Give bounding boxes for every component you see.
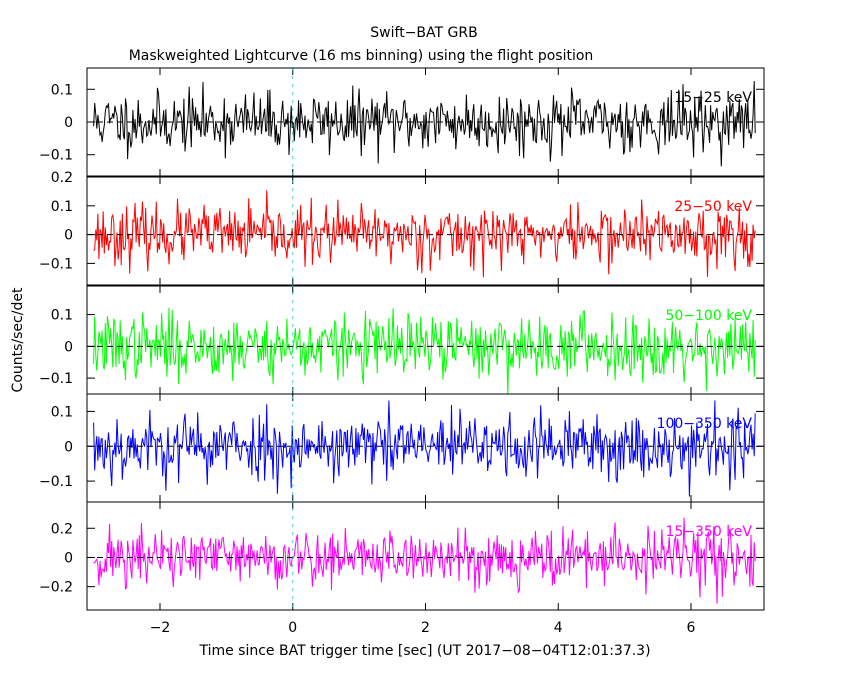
band-label-1: 15−25 keV xyxy=(674,90,752,106)
x-tick-label-0: −2 xyxy=(150,620,171,636)
band-label-2: 25−50 keV xyxy=(674,199,752,215)
series-line-4 xyxy=(93,400,756,497)
y-tick-label-4-2: −0.1 xyxy=(39,474,73,490)
series-line-3 xyxy=(93,307,756,394)
chart-title: Swift−BAT GRB xyxy=(370,25,477,41)
y-tick-label-1-0: 0.1 xyxy=(51,82,73,98)
y-tick-label-2-3: −0.1 xyxy=(39,256,73,272)
y-tick-label-3-1: 0 xyxy=(64,339,73,355)
panel-3: 0.1 0 −0.1 50−100 keV xyxy=(39,285,765,395)
band-label-3: 50−100 keV xyxy=(665,308,752,324)
series-line-2 xyxy=(93,190,756,278)
y-tick-label-4-1: 0 xyxy=(64,439,73,455)
series-line-1 xyxy=(93,80,756,167)
x-ticks-group: −2 0 2 4 6 xyxy=(150,68,696,636)
panel-1: 0.1 0 −0.1 15−25 keV xyxy=(39,67,765,177)
panel-2: 0.2 0.1 0 −0.1 25−50 keV xyxy=(39,170,765,286)
y-tick-label-2-0: 0.2 xyxy=(51,170,73,186)
band-label-5: 15−350 keV xyxy=(665,524,752,540)
y-tick-label-1-1: 0 xyxy=(64,115,73,131)
y-tick-label-5-2: −0.2 xyxy=(39,580,73,596)
panel-5: 0.2 0 −0.2 15−350 keV xyxy=(39,501,765,611)
y-tick-label-3-0: 0.1 xyxy=(51,308,73,324)
y-tick-label-2-1: 0.1 xyxy=(51,199,73,215)
y-tick-label-5-0: 0.2 xyxy=(51,521,73,537)
x-tick-label-4: 6 xyxy=(687,620,696,636)
y-tick-label-5-1: 0 xyxy=(64,550,73,566)
panels-group: 0.1 0 −0.1 15−25 keV 0.2 0.1 0 −0.1 25−50 keV 0.1… xyxy=(39,67,765,611)
y-tick-label-1-2: −0.1 xyxy=(39,148,73,164)
chart-subtitle: Maskweighted Lightcurve (16 ms binning) … xyxy=(129,48,594,64)
x-tick-label-3: 4 xyxy=(554,620,563,636)
y-axis-label: Counts/sec/det xyxy=(10,287,26,392)
x-tick-label-1: 0 xyxy=(288,620,297,636)
x-axis-label: Time since BAT trigger time [sec] (UT 20… xyxy=(198,643,650,659)
panel-4: 0.1 0 −0.1 100−350 keV xyxy=(39,393,765,503)
y-tick-label-4-0: 0.1 xyxy=(51,404,73,420)
y-tick-label-2-2: 0 xyxy=(64,228,73,244)
series-line-5 xyxy=(93,517,756,604)
band-label-4: 100−350 keV xyxy=(657,416,753,432)
x-tick-label-2: 2 xyxy=(421,620,430,636)
y-tick-label-3-2: −0.1 xyxy=(39,371,73,387)
